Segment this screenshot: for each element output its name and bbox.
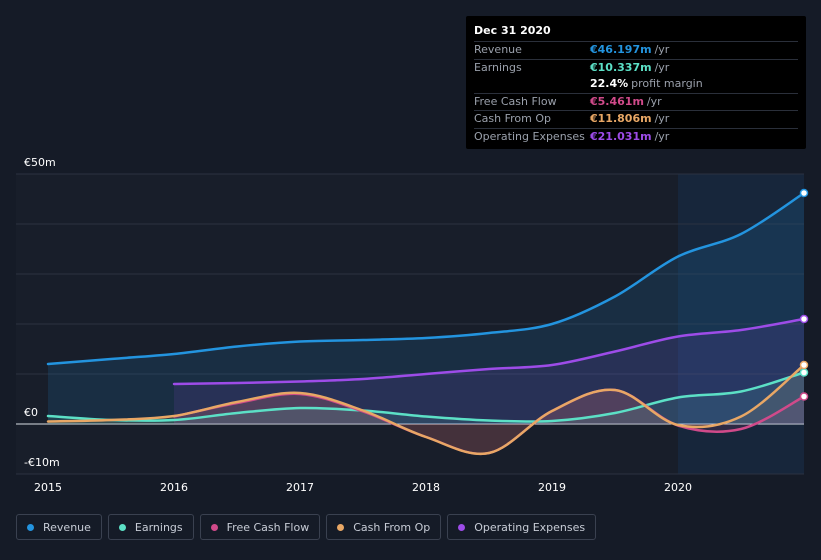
- endpoint-earnings: [799, 368, 809, 377]
- tooltip-label: Free Cash Flow: [474, 94, 557, 108]
- endpoint-cash-from-op: [799, 360, 809, 370]
- area-free-cash-flow: [174, 389, 804, 454]
- tooltip-value: €11.806m: [590, 112, 652, 126]
- y-tick-label: €50m: [24, 156, 56, 169]
- area-operating-expenses: [174, 319, 804, 424]
- legend-item-revenue[interactable]: Revenue: [16, 514, 102, 540]
- x-tick-label: 2015: [34, 481, 62, 494]
- legend-label: Earnings: [134, 520, 183, 534]
- tooltip-value: 22.4%: [590, 77, 629, 91]
- legend-dot-icon: [118, 523, 126, 531]
- tooltip-row-operating-expenses: Operating Expenses €21.031m /yr: [474, 127, 798, 146]
- legend-dot-icon: [210, 523, 218, 531]
- tooltip-label: Revenue: [474, 43, 522, 56]
- tooltip-row-cash-from-op: Cash From Op €11.806m /yr: [474, 110, 798, 128]
- tooltip-unit: /yr: [654, 60, 670, 74]
- tooltip-value: €10.337m: [590, 60, 652, 74]
- tooltip-date: Dec 31 2020: [474, 24, 551, 37]
- tooltip-label: Cash From Op: [474, 112, 552, 126]
- legend-dot-icon: [27, 523, 34, 531]
- tooltip-row-revenue: Revenue €46.197m /yr: [474, 41, 798, 59]
- legend-label: Free Cash Flow: [226, 520, 310, 534]
- tooltip-row-free-cash-flow: Free Cash Flow €5.461m /yr: [474, 92, 798, 111]
- line-cash-from-op: [46, 363, 806, 456]
- y-tick-label: -€10m: [24, 456, 60, 469]
- tooltip-unit: /yr: [654, 129, 670, 143]
- tooltip-row-earnings: Earnings €10.337m /yr: [474, 58, 798, 77]
- y-tick-label: €0: [24, 406, 38, 419]
- line-earnings: [46, 371, 806, 423]
- tooltip-label: Operating Expenses: [474, 129, 585, 143]
- legend-item-operating-expenses[interactable]: Operating Expenses: [447, 514, 597, 540]
- x-tick-label: 2017: [286, 481, 314, 494]
- legend-label: Cash From Op: [353, 520, 431, 534]
- endpoint-operating-expenses: [799, 314, 809, 324]
- legend-dot-icon: [337, 523, 345, 531]
- line-operating-expenses: [172, 317, 806, 386]
- endpoint-free-cash-flow: [799, 392, 809, 401]
- tooltip-label: Earnings: [474, 60, 522, 74]
- x-tick-label: 2018: [412, 481, 440, 494]
- area-earnings: [48, 372, 804, 424]
- tooltip-panel: Dec 31 2020 Revenue €46.197m /yr Earning…: [466, 16, 806, 149]
- tooltip-value: €21.031m: [590, 129, 652, 143]
- legend: Revenue Earnings Free Cash Flow Cash Fro…: [16, 514, 602, 540]
- endpoint-revenue: [799, 188, 809, 198]
- tooltip-unit: /yr: [646, 94, 662, 108]
- x-tick-label: 2016: [160, 481, 188, 494]
- legend-label: Revenue: [43, 520, 91, 534]
- tooltip-value: €5.461m: [590, 94, 644, 108]
- tooltip-row-profit-margin: 22.4% profit margin: [474, 76, 798, 93]
- legend-item-earnings[interactable]: Earnings: [107, 514, 194, 540]
- legend-item-free-cash-flow[interactable]: Free Cash Flow: [199, 514, 321, 540]
- tooltip-label: [474, 76, 590, 93]
- legend-item-cash-from-op[interactable]: Cash From Op: [326, 514, 442, 540]
- tooltip-unit: /yr: [654, 43, 670, 56]
- line-revenue: [46, 191, 806, 366]
- legend-dot-icon: [458, 523, 466, 531]
- area-revenue: [48, 193, 804, 424]
- x-tick-label: 2020: [664, 481, 692, 494]
- legend-label: Operating Expenses: [474, 520, 586, 534]
- tooltip-unit: /yr: [654, 112, 670, 126]
- tooltip-unit: profit margin: [631, 77, 703, 91]
- tooltip-value: €46.197m: [590, 43, 652, 56]
- x-tick-label: 2019: [538, 481, 566, 494]
